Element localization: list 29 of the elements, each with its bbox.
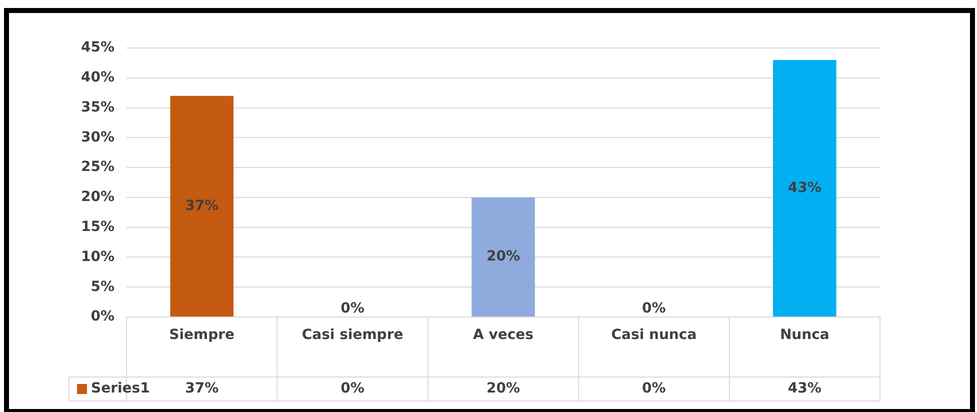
y-tick-label: 40% xyxy=(80,70,115,86)
text: 37% xyxy=(185,198,219,214)
data-label: 37% xyxy=(185,380,219,397)
y-tick-label: 10% xyxy=(80,248,115,265)
text: 20% xyxy=(486,248,520,265)
bar xyxy=(170,96,234,316)
x-tick-label: Casi siempre xyxy=(302,327,404,344)
x-tick-label: Siempre xyxy=(169,327,235,344)
y-tick-label: 25% xyxy=(80,159,115,176)
y-tick-label: 45% xyxy=(80,40,115,56)
data-label: 0% xyxy=(642,380,666,397)
bar xyxy=(773,60,836,316)
legend-label: Series1 xyxy=(91,380,150,397)
bar xyxy=(472,197,535,316)
x-tick-label: Casi nunca xyxy=(611,327,697,344)
data-label: 43% xyxy=(788,380,822,397)
y-tick-label: 35% xyxy=(80,99,115,116)
y-tick-label: 30% xyxy=(80,129,115,146)
y-tick-label: 15% xyxy=(80,218,115,235)
text: 43% xyxy=(788,180,822,196)
text: 0% xyxy=(642,300,666,317)
x-tick-label: A veces xyxy=(473,327,534,344)
text: 0% xyxy=(340,300,364,317)
data-label: 0% xyxy=(340,380,364,397)
y-tick-label: 0% xyxy=(90,308,115,325)
y-tick-label: 5% xyxy=(90,278,115,295)
x-tick-label: Nunca xyxy=(780,327,830,344)
data-label: 20% xyxy=(486,380,520,397)
y-tick-label: 20% xyxy=(80,189,115,206)
